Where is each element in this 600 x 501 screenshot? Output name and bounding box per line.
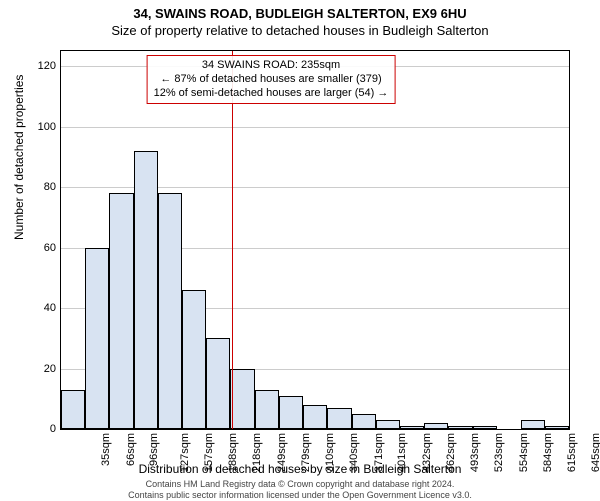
bar xyxy=(206,338,230,429)
bar xyxy=(85,248,109,429)
bar xyxy=(279,396,303,429)
gridline xyxy=(61,127,569,128)
annotation-box: 34 SWAINS ROAD: 235sqm← 87% of detached … xyxy=(147,55,396,104)
annotation-line: ← 87% of detached houses are smaller (37… xyxy=(154,73,389,87)
bar xyxy=(424,423,448,429)
x-axis-label: Distribution of detached houses by size … xyxy=(0,462,600,476)
bar xyxy=(303,405,327,429)
attribution-line1: Contains HM Land Registry data © Crown c… xyxy=(0,479,600,490)
attribution: Contains HM Land Registry data © Crown c… xyxy=(0,479,600,501)
bar xyxy=(376,420,400,429)
annotation-line: 34 SWAINS ROAD: 235sqm xyxy=(154,59,389,73)
bar xyxy=(400,426,424,429)
y-tick: 60 xyxy=(44,242,61,254)
y-axis-label: Number of detached properties xyxy=(12,75,26,240)
title-area: 34, SWAINS ROAD, BUDLEIGH SALTERTON, EX9… xyxy=(0,6,600,38)
y-tick: 40 xyxy=(44,302,61,314)
annotation-line: 12% of semi-detached houses are larger (… xyxy=(154,87,389,101)
y-tick: 20 xyxy=(44,363,61,375)
marker-line xyxy=(232,51,233,429)
bar xyxy=(255,390,279,429)
bar xyxy=(327,408,351,429)
y-tick: 100 xyxy=(38,121,61,133)
y-tick: 80 xyxy=(44,181,61,193)
bar xyxy=(545,426,569,429)
bar xyxy=(448,426,472,429)
y-tick: 0 xyxy=(50,423,61,435)
bar xyxy=(521,420,545,429)
attribution-line2: Contains public sector information licen… xyxy=(0,490,600,501)
figure: 34, SWAINS ROAD, BUDLEIGH SALTERTON, EX9… xyxy=(0,0,600,500)
bar xyxy=(230,369,254,429)
bar xyxy=(61,390,85,429)
y-tick: 120 xyxy=(38,60,61,72)
title-line1: 34, SWAINS ROAD, BUDLEIGH SALTERTON, EX9… xyxy=(0,6,600,21)
plot-area: 02040608010012034 SWAINS ROAD: 235sqm← 8… xyxy=(60,50,570,430)
bar xyxy=(352,414,376,429)
bar xyxy=(182,290,206,429)
bar xyxy=(158,193,182,429)
bar xyxy=(134,151,158,429)
bar xyxy=(109,193,133,429)
title-line2: Size of property relative to detached ho… xyxy=(0,23,600,38)
bar xyxy=(473,426,497,429)
